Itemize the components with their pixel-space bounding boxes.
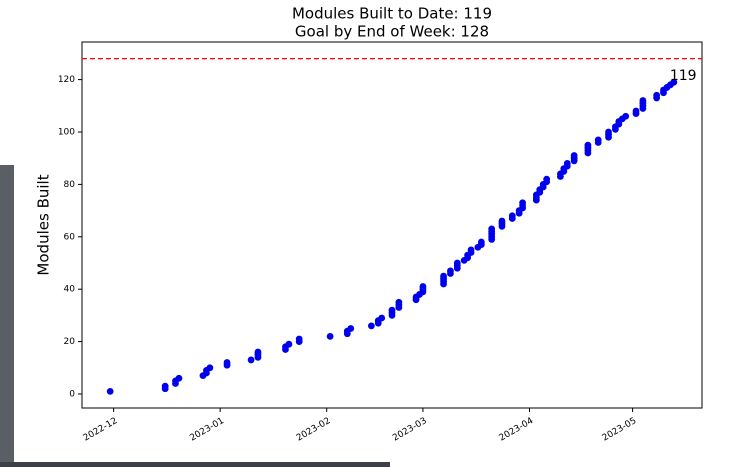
data-point — [499, 218, 506, 225]
data-point — [440, 273, 447, 280]
chart-title: Modules Built to Date: 119 — [292, 5, 492, 23]
data-point — [327, 333, 334, 340]
background-photo — [0, 462, 390, 467]
y-tick-label: 20 — [64, 337, 76, 347]
data-point — [653, 92, 660, 99]
data-point — [378, 315, 385, 322]
data-point — [595, 136, 602, 143]
data-point — [639, 97, 646, 104]
data-point — [519, 199, 526, 206]
y-tick-label: 120 — [58, 75, 75, 85]
x-tick-label: 2023-02 — [295, 416, 333, 443]
data-point — [509, 212, 516, 219]
data-point — [206, 364, 213, 371]
y-tick-label: 80 — [64, 180, 76, 190]
data-point — [107, 388, 114, 395]
data-point — [389, 307, 396, 314]
y-axis-label: Modules Built — [35, 174, 53, 275]
x-tick-label: 2023-05 — [601, 416, 639, 443]
chart: Modules Built to Date: 119 Goal by End o… — [0, 0, 748, 467]
y-tick-label: 60 — [64, 232, 76, 242]
data-point — [248, 357, 255, 364]
x-tick-label: 2023-04 — [498, 416, 536, 444]
data-point — [468, 246, 475, 253]
data-point — [447, 267, 454, 274]
data-point — [285, 341, 292, 348]
data-point — [224, 359, 231, 366]
y-tick-label: 0 — [69, 389, 75, 399]
data-point — [296, 336, 303, 343]
data-point — [584, 142, 591, 149]
plot-frame — [82, 42, 702, 408]
data-point — [176, 375, 183, 382]
data-point — [571, 152, 578, 159]
data-point — [347, 325, 354, 332]
data-point — [420, 283, 427, 290]
data-point — [543, 176, 550, 183]
annotation: 119 — [670, 68, 697, 84]
page: {"chart_data": {"type": "scatter", "titl… — [0, 0, 748, 467]
y-tick-label: 40 — [64, 285, 76, 295]
data-point — [488, 226, 495, 233]
data-point — [605, 129, 612, 136]
data-point — [622, 113, 629, 120]
data-point — [633, 108, 640, 115]
data-point — [255, 349, 262, 356]
data-point — [395, 299, 402, 306]
x-tick-label: 2023-01 — [188, 416, 226, 443]
background-photo — [0, 165, 14, 467]
data-point — [162, 383, 169, 390]
x-tick-label: 2022-12 — [82, 416, 120, 443]
y-tick-label: 100 — [58, 127, 75, 137]
chart-subtitle: Goal by End of Week: 128 — [295, 23, 489, 41]
x-tick-label: 2023-03 — [391, 416, 429, 443]
data-point — [368, 322, 375, 329]
data-point — [454, 260, 461, 267]
data-point — [564, 160, 571, 167]
data-point — [478, 239, 485, 246]
